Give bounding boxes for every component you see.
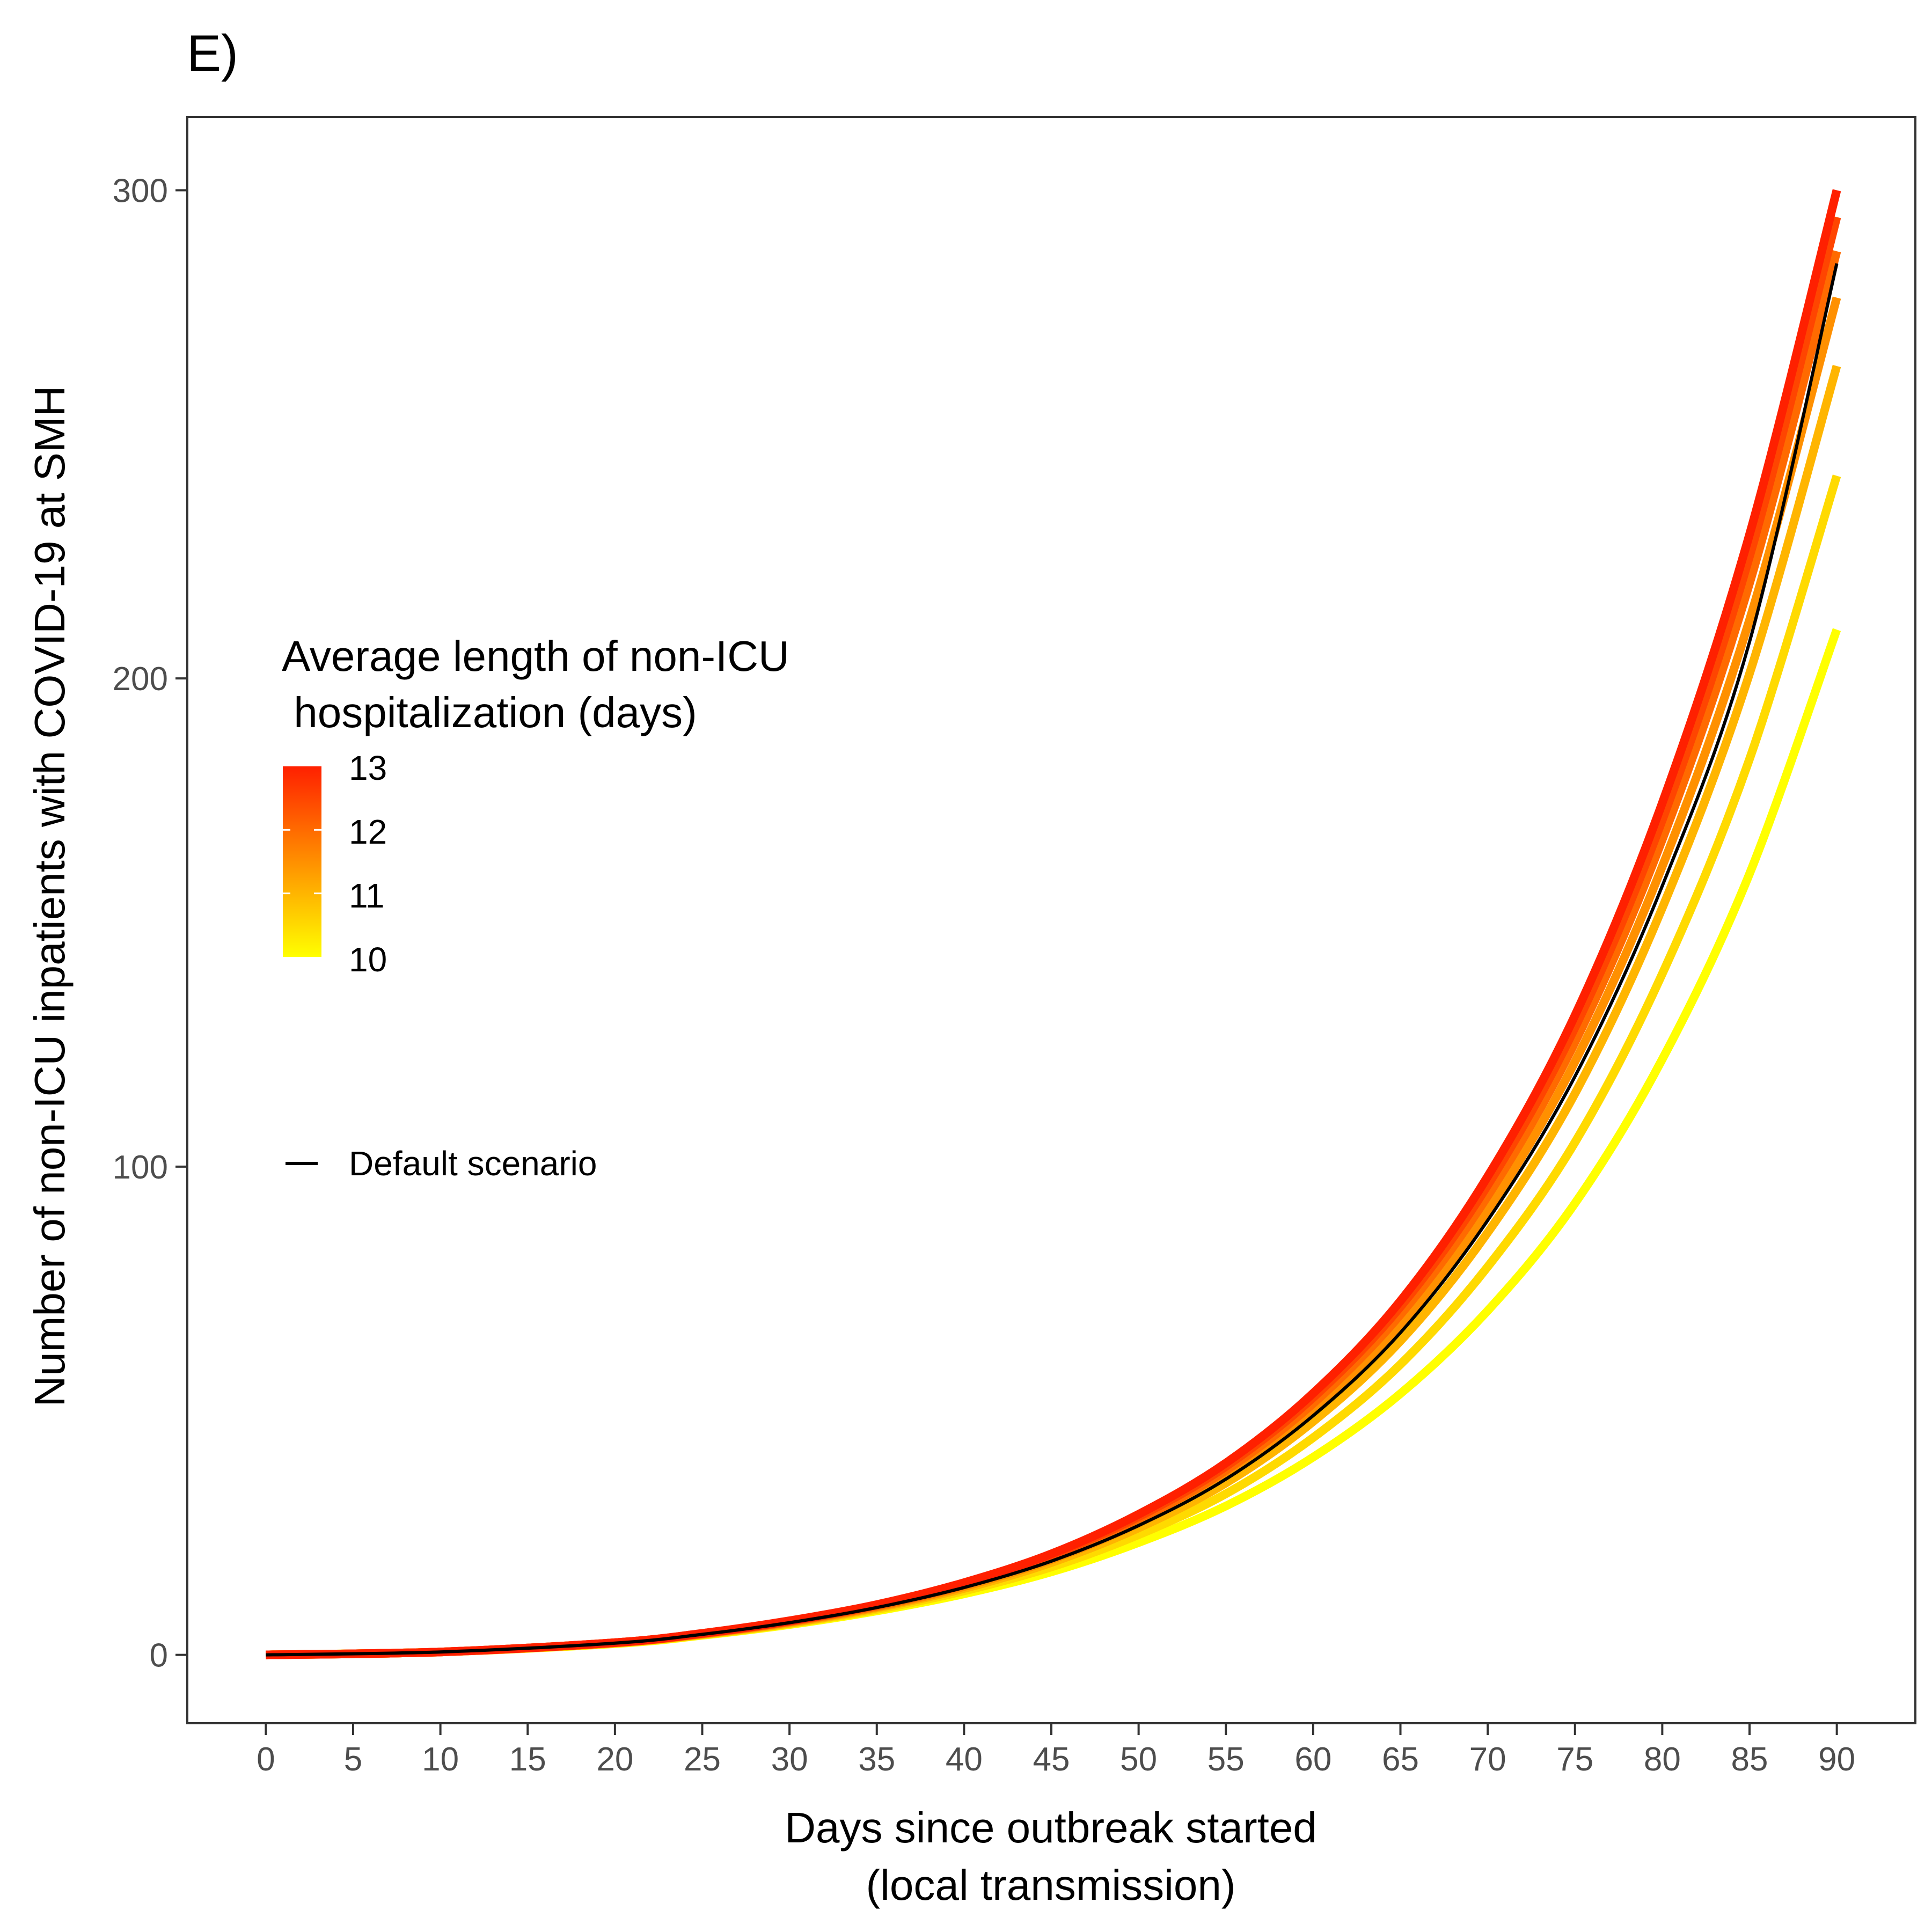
y-tick-label-300: 300 <box>113 172 168 209</box>
x-tick-label-90: 90 <box>1818 1741 1855 1778</box>
series-line-5 <box>266 216 1841 1659</box>
x-axis-title-line-2: (local transmission) <box>866 1861 1235 1909</box>
colorbar-legend: Average length of non-ICU hospitalizatio… <box>282 632 789 1183</box>
series-line-6 <box>266 189 1841 1659</box>
x-axis: 0 5 10 15 20 25 30 35 40 45 50 55 60 65 70 75 80 85 90 <box>257 1723 1855 1778</box>
x-tick-label-35: 35 <box>858 1741 895 1778</box>
x-tick-label-0: 0 <box>257 1741 275 1778</box>
y-axis-title: Number of non-ICU inpatients with COVID-… <box>26 386 74 1407</box>
x-axis-title-line-1: Days since outbreak started <box>785 1804 1317 1851</box>
x-tick-label-70: 70 <box>1469 1741 1506 1778</box>
x-tick-label-5: 5 <box>344 1741 362 1778</box>
y-tick-label-100: 100 <box>113 1149 168 1186</box>
x-tick-label-80: 80 <box>1644 1741 1681 1778</box>
x-tick-label-30: 30 <box>771 1741 808 1778</box>
y-tick-label-0: 0 <box>150 1637 168 1674</box>
panel-tag: E) <box>187 25 238 82</box>
x-tick-label-60: 60 <box>1294 1741 1331 1778</box>
y-tick-label-200: 200 <box>113 661 168 698</box>
colorbar <box>283 766 321 957</box>
x-tick-label-10: 10 <box>422 1741 459 1778</box>
colorbar-ticks <box>283 829 321 895</box>
x-tick-label-50: 50 <box>1120 1741 1157 1778</box>
x-tick-label-25: 25 <box>684 1741 721 1778</box>
legend-title-line-1: Average length of non-ICU <box>282 632 789 680</box>
default-scenario-line <box>266 263 1839 1657</box>
colorbar-label-12: 12 <box>349 813 387 851</box>
legend-title-line-2: hospitalization (days) <box>282 689 697 736</box>
x-tick-label-45: 45 <box>1033 1741 1070 1778</box>
x-tick-label-15: 15 <box>509 1741 546 1778</box>
default-scenario-legend-label: Default scenario <box>349 1144 597 1183</box>
x-tick-label-85: 85 <box>1731 1741 1768 1778</box>
colorbar-label-13: 13 <box>349 749 387 787</box>
colorbar-label-10: 10 <box>349 940 387 979</box>
x-tick-label-75: 75 <box>1556 1741 1593 1778</box>
x-tick-label-55: 55 <box>1208 1741 1245 1778</box>
x-tick-label-40: 40 <box>946 1741 983 1778</box>
y-axis: 0 100 200 300 <box>113 172 187 1674</box>
series-lines <box>266 189 1841 1659</box>
x-tick-label-65: 65 <box>1382 1741 1419 1778</box>
x-tick-label-20: 20 <box>596 1741 633 1778</box>
series-line-0 <box>266 628 1841 1659</box>
colorbar-label-11: 11 <box>349 876 384 915</box>
